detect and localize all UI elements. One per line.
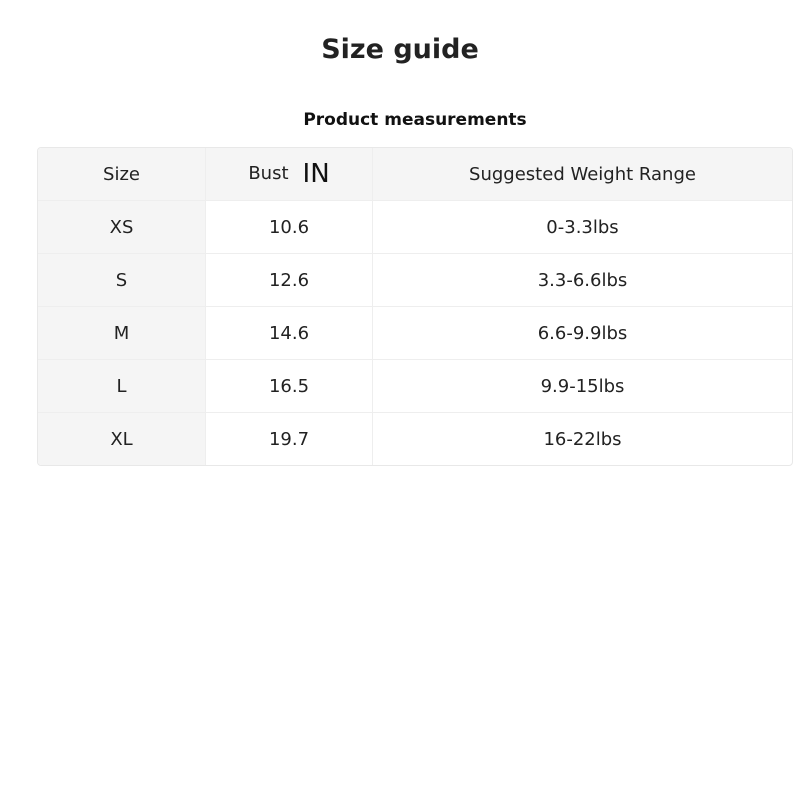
table-row: S 12.6 3.3-6.6lbs [38, 254, 792, 307]
bust-cell: 16.5 [206, 360, 373, 413]
header-bust: Bust IN [206, 148, 373, 201]
header-bust-label: Bust [248, 163, 289, 184]
page-title: Size guide [321, 34, 479, 65]
table-row: XL 19.7 16-22lbs [38, 413, 792, 465]
size-table: Size Bust IN Suggested Weight Range XS 10.… [37, 147, 793, 466]
weight-cell: 16-22lbs [543, 428, 622, 450]
size-cell: M [38, 307, 206, 360]
bust-cell: 10.6 [206, 201, 373, 254]
bust-cell: 12.6 [206, 254, 373, 307]
size-cell: L [38, 360, 206, 413]
weight-cell: 3.3-6.6lbs [373, 254, 792, 307]
size-cell: XL [38, 413, 206, 465]
table-header-row: Size Bust IN Suggested Weight Range [38, 148, 792, 201]
bust-cell: 14.6 [206, 307, 373, 360]
weight-cell: 0-3.3lbs [373, 201, 792, 254]
size-cell: S [38, 254, 206, 307]
table-row: M 14.6 6.6-9.9lbs [38, 307, 792, 360]
unit-label: IN [302, 159, 330, 189]
header-size: Size [38, 148, 206, 201]
weight-cell: 6.6-9.9lbs [373, 307, 792, 360]
section-subtitle: Product measurements [303, 110, 527, 130]
weight-cell: 9.9-15lbs [373, 360, 792, 413]
table-row: XS 10.6 0-3.3lbs [38, 201, 792, 254]
table-row: L 16.5 9.9-15lbs [38, 360, 792, 413]
size-cell: XS [38, 201, 206, 254]
header-weight: Suggested Weight Range [373, 148, 792, 201]
bust-cell: 19.7 [206, 413, 373, 465]
